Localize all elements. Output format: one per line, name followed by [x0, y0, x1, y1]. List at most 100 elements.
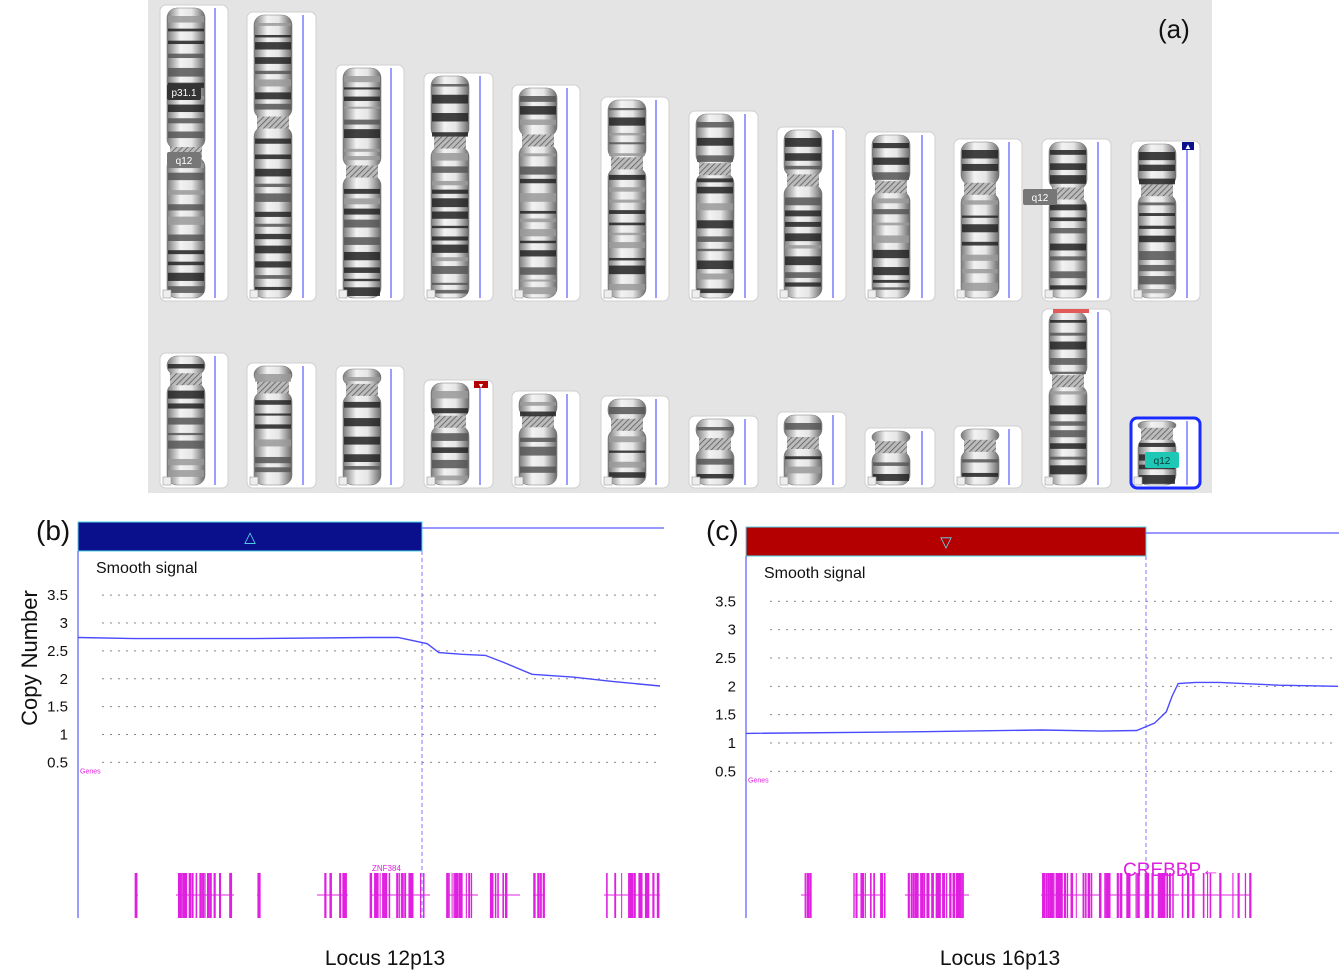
- cytoband: [255, 23, 291, 26]
- cytoband: [1050, 227, 1086, 234]
- cytoband: [1139, 288, 1175, 294]
- chromosome-q-arm: [607, 167, 647, 299]
- cytoband: [168, 118, 204, 124]
- band-label-chrY_q: q12: [1145, 452, 1179, 468]
- cytoband: [520, 411, 556, 417]
- cytoband: [255, 57, 291, 64]
- cytoband: [432, 266, 468, 274]
- cytoband: [1050, 371, 1086, 375]
- chromosome-index-box: [1044, 476, 1054, 486]
- cytoband: [432, 236, 468, 241]
- chromosome-index-box: [1133, 476, 1143, 486]
- cytoband: [255, 42, 291, 50]
- cytoband: [344, 466, 380, 470]
- band-label-chr1_q: q12: [167, 152, 201, 168]
- y-tick-label: 2: [60, 671, 68, 688]
- cytoband: [1050, 243, 1086, 251]
- chromosome-15: [335, 365, 405, 489]
- chromosome-index-box: [779, 476, 789, 486]
- loss-marker-symbol: ▼: [478, 383, 485, 390]
- chromosome-2: [246, 11, 317, 302]
- cytoband: [168, 458, 204, 466]
- y-tick-label: 1.5: [715, 707, 736, 724]
- cytoband: [255, 70, 291, 75]
- cytoband: [1050, 285, 1086, 290]
- centromere: [434, 136, 466, 149]
- chromosome-index-box: [338, 289, 348, 299]
- centromere: [875, 181, 907, 194]
- chromosome-4: [423, 72, 494, 302]
- locus-label-c: Locus 16p13: [939, 947, 1061, 970]
- y-tick-label: 0.5: [715, 763, 736, 780]
- cytoband: [873, 462, 909, 466]
- svg-text:q12: q12: [1032, 193, 1049, 204]
- loss-flag: [1053, 309, 1089, 313]
- cytoband: [255, 103, 291, 110]
- cytoband: [609, 142, 645, 145]
- cytoband: [255, 233, 291, 240]
- chromosome-index-box: [514, 289, 524, 299]
- cytoband: [873, 235, 909, 243]
- cytoband: [785, 466, 821, 474]
- cytoband: [168, 190, 204, 195]
- cytoband: [697, 236, 733, 242]
- cytoband: [609, 132, 645, 136]
- cytoband: [609, 232, 645, 236]
- chromosome-20: [776, 411, 847, 489]
- centromere: [1141, 184, 1173, 197]
- gain-marker-symbol: ▲: [1184, 142, 1192, 151]
- cytoband: [168, 272, 204, 281]
- cytoband: [1050, 217, 1086, 222]
- cytoband: [609, 174, 645, 180]
- cytoband: [432, 84, 468, 87]
- chromosome-22: [953, 425, 1023, 489]
- chart-panel-b: △ Smooth signal 3.5 3 2.5 2 1.5 1 0.5 Genes ZNF384: [47, 521, 664, 918]
- cytoband: [697, 473, 733, 479]
- cytoband: [1050, 358, 1086, 365]
- chromosome-index-box: [162, 476, 172, 486]
- cytoband: [962, 472, 998, 477]
- cytoband: [344, 188, 380, 194]
- gene-label: CREBBP←: [1123, 860, 1220, 881]
- genes-track-label: Genes: [80, 769, 101, 776]
- cytoband: [255, 456, 291, 464]
- centromere: [257, 116, 289, 129]
- chromosome-17: [511, 390, 581, 489]
- cytoband: [1139, 442, 1175, 447]
- cytoband: [432, 408, 468, 414]
- chromosome-index-box: [867, 476, 877, 486]
- cytoband: [168, 440, 204, 449]
- cytoband: [1050, 421, 1086, 426]
- centromere: [964, 439, 996, 452]
- cytoband: [962, 459, 998, 463]
- cytoband: [168, 131, 204, 139]
- cytoband: [609, 210, 645, 214]
- chromosome-12: [1130, 140, 1201, 302]
- cytoband: [344, 106, 380, 109]
- chromosome-index-box: [691, 289, 701, 299]
- chromosome-7: [688, 110, 759, 302]
- cytoband: [609, 108, 645, 111]
- cytoband: [697, 288, 733, 294]
- chromosome-9: [864, 131, 936, 302]
- cytoband: [168, 417, 204, 425]
- chart-panel-c: ▽ Smooth signal 3.5 3 2.5 2 1.5 1 0.5 Genes CREBBP…: [715, 526, 1339, 918]
- cytoband: [697, 203, 733, 211]
- chromosome-p-arm: [960, 141, 1000, 186]
- cytoband: [1139, 251, 1175, 261]
- cytoband: [432, 475, 468, 481]
- cytoband: [785, 153, 821, 161]
- cytoband: [344, 76, 380, 83]
- cytoband: [344, 148, 380, 152]
- segment-bar: [77, 521, 423, 552]
- cytoband: [785, 138, 821, 147]
- cytoband: [1050, 456, 1086, 460]
- cytoband: [873, 249, 909, 259]
- centromere: [522, 134, 554, 147]
- chromosome-3: [335, 64, 405, 302]
- cytoband: [697, 248, 733, 252]
- cytoband: [962, 254, 998, 261]
- y-tick-label: 0.5: [47, 754, 68, 771]
- chromosome-q-arm: [695, 447, 735, 486]
- cytoband: [697, 122, 733, 128]
